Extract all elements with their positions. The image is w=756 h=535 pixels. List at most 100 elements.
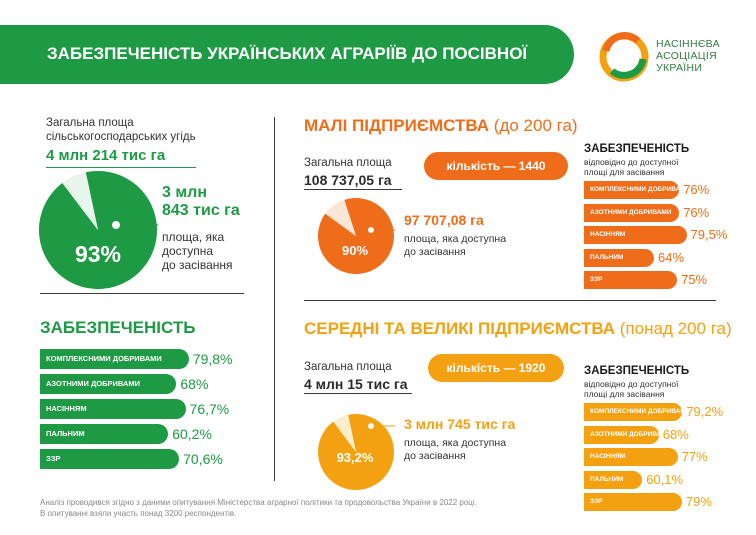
subtitle-line: площі для засівання bbox=[584, 389, 665, 399]
bar-5: ЗЗР bbox=[584, 493, 682, 511]
provision-title: ЗАБЕЗПЕЧЕНІСТЬ bbox=[40, 318, 196, 337]
logo-text: НАСІННЄВА АСОЦІАЦІЯ УКРАЇНИ bbox=[656, 38, 720, 74]
bar-value-label: 68% bbox=[662, 426, 689, 442]
total-area-pie: 93% bbox=[38, 171, 158, 290]
logo-line: УКРАЇНИ bbox=[656, 62, 703, 74]
note-line: доступна bbox=[162, 244, 214, 258]
footnote-line: В опитуванні взяли участь понад 3200 рес… bbox=[40, 509, 237, 518]
horizontal-divider-right bbox=[304, 300, 716, 301]
pie-label: 93,2% bbox=[337, 450, 374, 465]
total-area-caption: Загальна площа сільськогосподарських угі… bbox=[46, 116, 196, 144]
pie-label: 93% bbox=[75, 241, 121, 267]
pie-slice-available bbox=[317, 198, 394, 275]
note-line: до засівання bbox=[162, 258, 233, 272]
bar-value-label: 60,1% bbox=[646, 471, 684, 487]
logo-line: НАСІННЄВА bbox=[656, 38, 720, 50]
bar-2: АЗОТНИМИ ДОБРИВАМИ bbox=[584, 203, 680, 222]
pie-pointer-dot bbox=[112, 221, 120, 229]
vertical-divider bbox=[274, 117, 275, 481]
bar-5: ЗЗР bbox=[40, 449, 180, 469]
small-provision-subtitle: відповідно до доступної площі для засіва… bbox=[584, 157, 678, 177]
page-title: ЗАБЕЗПЕЧЕНІСТЬ УКРАЇНСЬКИХ АГРАРІЇВ ДО П… bbox=[47, 44, 528, 63]
large-enterprises-title: СЕРЕДНІ ТА ВЕЛИКІ ПІДПРИЄМСТВА (понад 20… bbox=[304, 319, 732, 339]
bar-4: ПАЛЬНИМ bbox=[584, 470, 643, 489]
bar-3: НАСІННЯМ bbox=[584, 226, 687, 244]
large-count-badge: кількість — 1920 bbox=[428, 354, 564, 382]
small-sown-note: площа, яка доступна до засівання bbox=[404, 233, 506, 259]
large-title-suffix: (понад 200 га) bbox=[619, 319, 732, 338]
bar-value-label: 60,2% bbox=[172, 426, 212, 442]
pie-label: 90% bbox=[342, 243, 368, 258]
caption-line: Загальна площа bbox=[46, 117, 134, 129]
total-sown-value: 3 млн 843 тис га bbox=[162, 184, 240, 220]
bar-2: АЗОТНИМИ ДОБРИВАМИ bbox=[40, 374, 177, 394]
bar-value-label: 70,6% bbox=[183, 451, 223, 467]
large-area-value: 4 млн 15 тис га bbox=[304, 376, 408, 392]
large-area-underline bbox=[304, 393, 412, 394]
small-area-value: 108 737,05 га bbox=[304, 172, 392, 188]
small-count-badge: кількість — 1440 bbox=[424, 152, 568, 180]
sown-line: 3 млн bbox=[162, 184, 208, 201]
bar-value-label: 77% bbox=[681, 449, 708, 464]
pie-slice-available bbox=[38, 171, 157, 290]
bar-value-label: 79,2% bbox=[686, 404, 724, 419]
bar-value-label: 79,5% bbox=[690, 227, 728, 242]
footnote-line: Аналіз проводився згідно з даними опитув… bbox=[40, 498, 477, 507]
large-provision-title: ЗАБЕЗПЕЧЕНІСТЬ bbox=[584, 365, 690, 377]
total-area-value: 4 млн 214 тис га bbox=[46, 147, 166, 164]
pie-pointer-dot bbox=[368, 423, 374, 429]
sown-line: 843 тис га bbox=[162, 202, 240, 219]
total-sown-note: площа, яка доступна до засівання bbox=[162, 230, 233, 272]
note-line: площа, яка доступна bbox=[404, 437, 507, 449]
note-line: площа, яка bbox=[162, 230, 225, 244]
pie-slice-available bbox=[318, 413, 395, 490]
small-sown-value: 97 707,08 га bbox=[404, 212, 484, 228]
pie-pointer-dot bbox=[368, 227, 374, 233]
small-provision-title: ЗАБЕЗПЕЧЕНІСТЬ bbox=[584, 143, 690, 155]
header-banner bbox=[0, 25, 574, 84]
large-sown-value: 3 млн 745 тис га bbox=[404, 416, 516, 432]
bar-3: НАСІННЯМ bbox=[40, 399, 186, 419]
note-line: до засівання bbox=[404, 450, 466, 462]
total-area-underline bbox=[46, 167, 196, 168]
bar-value-label: 64% bbox=[658, 249, 685, 265]
subtitle-line: відповідно до доступної bbox=[584, 157, 679, 167]
logo-line: АСОЦІАЦІЯ bbox=[656, 50, 717, 62]
note-line: площа, яка доступна bbox=[404, 233, 507, 245]
bar-1: КОМПЛЕКСНИМИ ДОБРИВАМИ bbox=[584, 403, 690, 421]
small-enterprises-pie: 90% bbox=[317, 198, 395, 275]
bar-value-label: 76% bbox=[683, 182, 710, 197]
small-title-suffix: (до 200 га) bbox=[493, 116, 578, 135]
small-area-underline bbox=[304, 189, 402, 190]
pie-slice-other bbox=[62, 172, 98, 230]
bar-1: КОМПЛЕКСНИМИ ДОБРИВАМИ bbox=[40, 349, 189, 369]
large-area-caption: Загальна площа bbox=[304, 361, 392, 373]
bar-value-label: 68% bbox=[180, 376, 209, 392]
subtitle-line: відповідно до доступної bbox=[584, 379, 679, 389]
bar-value-label: 75% bbox=[681, 272, 708, 287]
caption-line: сільськогосподарських угідь bbox=[46, 131, 196, 143]
bar-2: АЗОТНИМИ ДОБРИВАМИ bbox=[584, 425, 671, 444]
large-sown-note: площа, яка доступна до засівання bbox=[404, 437, 506, 463]
small-enterprises-title: МАЛІ ПІДПРИЄМСТВА (до 200 га) bbox=[304, 116, 578, 136]
bar-4: ПАЛЬНИМ bbox=[40, 424, 169, 444]
bar-value-label: 79,8% bbox=[192, 351, 233, 367]
small-title-text: МАЛІ ПІДПРИЄМСТВА bbox=[304, 116, 490, 135]
large-title-text: СЕРЕДНІ ТА ВЕЛИКІ ПІДПРИЄМСТВА bbox=[304, 319, 616, 338]
association-logo-icon bbox=[599, 32, 649, 82]
bar-3: НАСІННЯМ bbox=[584, 448, 678, 466]
large-provision-subtitle: відповідно до доступної площі для засіва… bbox=[584, 379, 678, 399]
note-line: до засівання bbox=[404, 246, 466, 258]
bar-value-label: 79% bbox=[685, 494, 712, 509]
small-area-caption: Загальна площа bbox=[304, 157, 392, 169]
bar-value-label: 76,7% bbox=[189, 401, 230, 417]
bar-value-label: 76% bbox=[683, 204, 710, 220]
bar-5: ЗЗР bbox=[584, 271, 678, 289]
bar-4: ПАЛЬНИМ bbox=[584, 248, 654, 267]
bar-1: КОМПЛЕКСНИМИ ДОБРИВАМИ bbox=[584, 181, 690, 199]
subtitle-line: площі для засівання bbox=[584, 167, 665, 177]
pie-slice-other bbox=[333, 414, 356, 452]
pie-slice-other bbox=[325, 199, 356, 236]
footnote: Аналіз проводився згідно з даними опитув… bbox=[40, 497, 477, 519]
horizontal-divider-left bbox=[40, 293, 244, 294]
